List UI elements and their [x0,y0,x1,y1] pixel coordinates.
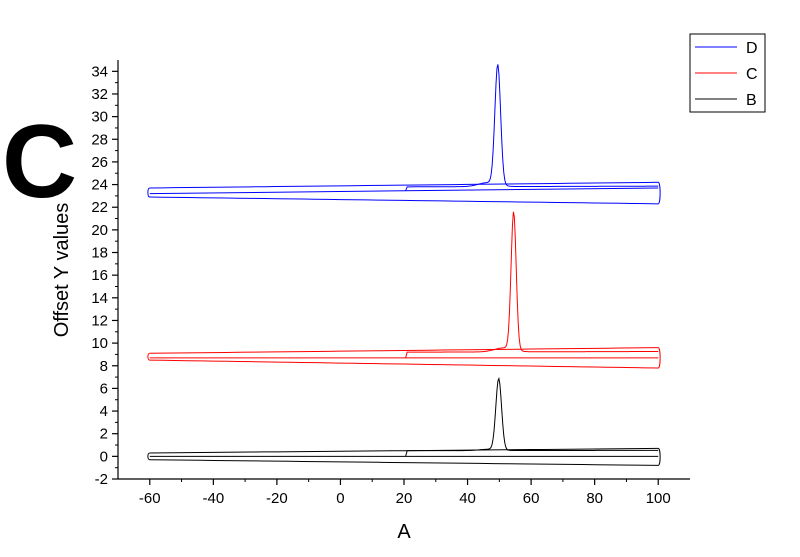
y-tick-label: 6 [100,380,108,397]
y-tick-label: 2 [100,426,108,443]
x-tick-label: 20 [396,490,413,507]
series-b [147,376,661,466]
series-layer [147,64,661,466]
series-peak-trace [405,376,659,457]
series-peak-trace [405,64,659,191]
x-tick-label: -40 [202,490,224,507]
y-tick-label: 24 [91,177,108,194]
y-tick-label: 20 [91,222,108,239]
y-tick-label: 4 [100,403,108,420]
y-tick-label: 26 [91,154,108,171]
y-tick-label: 30 [91,109,108,126]
series-c [147,211,661,369]
y-tick-label: 18 [91,245,108,262]
series-loop [147,347,661,369]
series-peak-trace [405,211,659,358]
panel-letter: C [2,104,77,220]
y-tick-label: 22 [91,199,108,216]
x-tick-label: 60 [523,490,540,507]
x-tick-label: 40 [459,490,476,507]
x-tick-label: 80 [586,490,603,507]
y-tick-label: 28 [91,131,108,148]
series-d [147,64,661,205]
x-ticks: -60 -40 -20 0 20 40 60 80 100 [139,479,671,507]
series-mid-line [149,187,659,195]
series-loop [147,447,661,466]
legend-label-d: D [746,40,758,57]
x-axis-title: A [397,521,411,543]
series-loop [147,181,661,205]
y-tick-label: 34 [91,63,108,80]
legend: DCB [689,33,766,113]
plot-frame [117,60,690,480]
x-tick-label: 0 [336,490,344,507]
x-tick-label: -60 [139,490,161,507]
y-tick-label: 32 [91,86,108,103]
y-tick-label: 10 [91,335,108,352]
y-tick-label: 0 [100,448,108,465]
legend-label-c: C [746,66,758,83]
y-tick-label: 14 [91,290,108,307]
y-axis-title: Offset Y values [51,203,73,338]
x-tick-label: -20 [266,490,288,507]
y-tick-label: 12 [91,312,108,329]
y-tick-label: 16 [91,267,108,284]
y-tick-label: 8 [100,358,108,375]
legend-label-b: B [746,92,757,109]
x-tick-label: 100 [646,490,671,507]
y-tick-label: -2 [95,471,108,488]
